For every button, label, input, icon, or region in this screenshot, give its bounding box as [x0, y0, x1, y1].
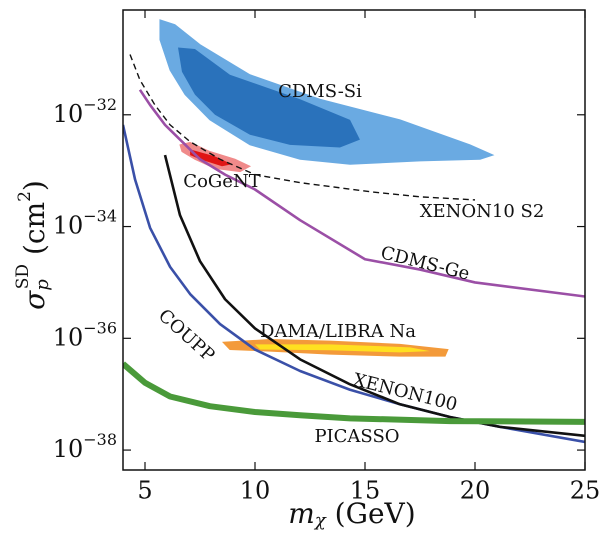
y-tick-label: 10−32 — [53, 94, 117, 127]
contour-region — [255, 344, 430, 353]
limit-line — [129, 54, 476, 201]
y-tick-label: 10−34 — [53, 206, 117, 239]
x-axis-label: mχ (GeV) — [288, 497, 415, 532]
y-label-superscript: SD — [13, 264, 33, 289]
limit-line — [138, 89, 585, 298]
y-label-unit-power: 2 — [15, 191, 35, 202]
y-label-symbol: σ — [18, 290, 51, 310]
x-label-subscript: χ — [313, 510, 327, 531]
y-tick-label: 10−36 — [53, 318, 117, 351]
x-label-unit: (GeV) — [326, 497, 416, 530]
series-label: XENON10 S2 — [420, 201, 545, 222]
series-label: CDMS-Ge — [379, 242, 472, 284]
plot-area — [123, 19, 585, 444]
limit-band — [123, 361, 585, 425]
y-tick-label: 10−38 — [53, 430, 117, 463]
x-tick-label: 25 — [570, 477, 600, 505]
plot-frame — [122, 9, 586, 471]
series-label: PICASSO — [314, 426, 399, 447]
series-label: XENON100 — [351, 369, 459, 415]
series-label: DAMA/LIBRA Na — [260, 321, 416, 342]
x-tick-label: 5 — [137, 477, 152, 505]
y-label-unit: (cm — [18, 202, 51, 264]
contour-region — [190, 149, 232, 167]
y-label-subscript: p — [32, 279, 53, 291]
y-label-close: ) — [18, 180, 51, 191]
series-label: CoGeNT — [183, 171, 260, 192]
series-label: CDMS-Si — [278, 81, 362, 102]
x-label-symbol: m — [288, 497, 315, 530]
contour-region — [178, 47, 360, 148]
y-axis-label: σpSD (cm2) — [13, 180, 54, 310]
x-tick-label: 20 — [460, 477, 491, 505]
x-tick-label: 10 — [240, 477, 271, 505]
x-tick-label: 15 — [350, 477, 381, 505]
